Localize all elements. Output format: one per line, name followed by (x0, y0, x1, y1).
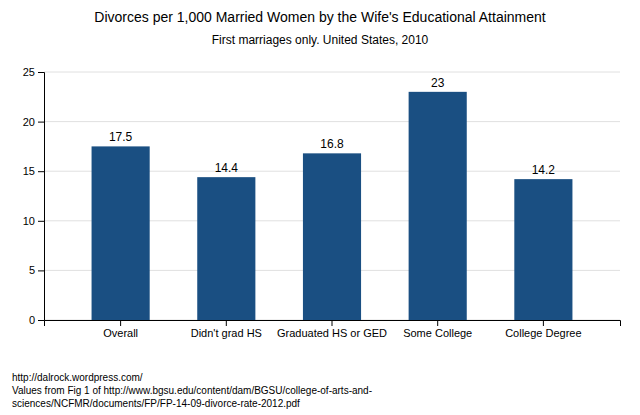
tick-label: 10 (23, 215, 35, 227)
tick-label: College Degree (505, 327, 581, 339)
tick-mark (38, 270, 44, 271)
data-label: 14.2 (532, 163, 556, 177)
tick-mark (120, 320, 121, 326)
tick-mark (437, 320, 438, 326)
tick-label: Overall (103, 327, 138, 339)
bar (92, 146, 150, 320)
tick-label: 0 (29, 314, 35, 326)
tick-mark (226, 320, 227, 326)
grid-line (44, 121, 620, 122)
data-label: 14.4 (215, 161, 239, 175)
x-axis: Overall Didn't grad HS Graduated HS or GED… (45, 320, 621, 339)
y-tick: 5 (29, 264, 44, 276)
tick-mark (543, 320, 544, 326)
plot-area: 17.5 14.4 16.8 23 14.2 0 5 10 15 20 25 Overall Didn'… (23, 66, 621, 339)
y-tick: 15 (23, 165, 44, 177)
x-tick: College Degree (505, 320, 581, 339)
tick-mark (38, 320, 44, 321)
y-tick: 20 (23, 116, 44, 128)
axis-line (45, 321, 621, 327)
grid (44, 72, 620, 320)
data-label: 17.5 (109, 130, 133, 144)
tick-label: 25 (23, 66, 35, 78)
data-labels: 17.5 14.4 16.8 23 14.2 (109, 76, 555, 177)
x-tick: Some College (403, 320, 472, 339)
tick-mark (38, 72, 44, 73)
tick-label: 20 (23, 116, 35, 128)
tick-mark (38, 171, 44, 172)
tick-mark (38, 221, 44, 222)
tick-mark (38, 122, 44, 123)
data-label: 16.8 (320, 137, 344, 151)
x-tick: Didn't grad HS (191, 320, 262, 339)
axis-line (38, 73, 45, 321)
bars (92, 92, 573, 320)
chart: Divorces per 1,000 Married Women by the … (0, 0, 640, 415)
x-tick: Graduated HS or GED (277, 320, 387, 339)
tick-mark (332, 320, 333, 326)
y-tick: 0 (29, 314, 44, 326)
bar (197, 177, 255, 320)
y-tick: 10 (23, 215, 44, 227)
bar (303, 153, 361, 320)
annotation: sciences/NCFMR/documents/FP/FP-14-09-div… (12, 398, 300, 409)
bar (409, 92, 467, 320)
tick-label: Didn't grad HS (191, 327, 262, 339)
footer: http://dalrock.wordpress.com/Values from… (12, 372, 372, 409)
y-axis: 0 5 10 15 20 25 (23, 66, 45, 326)
x-tick: Overall (103, 320, 138, 339)
tick-label: 15 (23, 165, 35, 177)
tick-label: Some College (403, 327, 472, 339)
y-tick: 25 (23, 66, 44, 78)
subtitle: First marriages only. United States, 201… (212, 33, 429, 47)
data-label: 23 (431, 76, 445, 90)
annotation: Values from Fig 1 of http://www.bgsu.edu… (12, 385, 372, 396)
annotation: http://dalrock.wordpress.com/ (12, 372, 143, 383)
bar (514, 179, 572, 320)
grid-line (44, 72, 620, 73)
title: Divorces per 1,000 Married Women by the … (94, 9, 546, 25)
tick-label: 5 (29, 264, 35, 276)
tick-label: Graduated HS or GED (277, 327, 387, 339)
